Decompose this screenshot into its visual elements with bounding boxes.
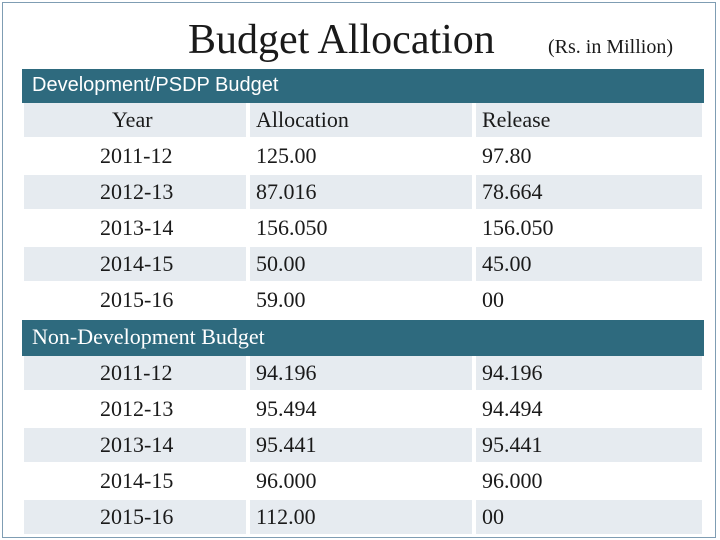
release-cell: 78.664 (476, 175, 702, 209)
year-cell: 2013-14 (100, 215, 174, 240)
table-row: 2012-13 95.494 94.494 (22, 392, 704, 428)
table-row: 2011-12 94.196 94.196 (22, 356, 704, 392)
year-cell: 2012-13 (100, 396, 174, 421)
allocation-cell: 95.441 (250, 428, 472, 462)
allocation-cell: 112.00 (250, 500, 472, 534)
release-cell: 00 (482, 287, 504, 312)
column-header-allocation: Allocation (250, 103, 472, 137)
column-header-release: Release (476, 103, 702, 137)
release-cell: 94.196 (476, 356, 702, 390)
development-section-heading: Development/PSDP Budget (22, 69, 704, 103)
year-cell: 2011-12 (100, 143, 173, 168)
year-cell: 2015-16 (24, 500, 246, 534)
allocation-cell: 50.00 (250, 247, 472, 281)
release-cell: 97.80 (482, 143, 532, 168)
table-row: 2013-14 156.050 156.050 (22, 211, 704, 247)
allocation-cell: 59.00 (256, 287, 306, 312)
allocation-cell: 87.016 (250, 175, 472, 209)
allocation-cell: 96.000 (256, 468, 317, 493)
year-cell: 2011-12 (24, 356, 246, 390)
table-row: 2014-15 96.000 96.000 (22, 464, 704, 500)
year-cell: 2013-14 (24, 428, 246, 462)
table-row: 2014-15 50.00 45.00 (22, 247, 704, 283)
release-cell: 156.050 (482, 215, 554, 240)
allocation-cell: 125.00 (256, 143, 317, 168)
release-cell: 45.00 (476, 247, 702, 281)
year-cell: 2012-13 (24, 175, 246, 209)
unit-note: (Rs. in Million) (548, 36, 674, 58)
allocation-cell: 95.494 (256, 396, 317, 421)
table-row: 2015-16 59.00 00 (22, 283, 704, 319)
development-table: Year Allocation Release 2011-12 125.00 9… (22, 103, 704, 319)
allocation-cell: 156.050 (256, 215, 328, 240)
table-row: 2012-13 87.016 78.664 (22, 175, 704, 211)
page-title: Budget Allocation (188, 17, 495, 63)
non-development-table: 2011-12 94.196 94.196 2012-13 95.494 94.… (22, 356, 704, 536)
table-header-row: Year Allocation Release (22, 103, 704, 139)
non-development-section-heading: Non-Development Budget (22, 320, 704, 356)
release-cell: 00 (476, 500, 702, 534)
table-row: 2015-16 112.00 00 (22, 500, 704, 536)
column-header-year: Year (24, 103, 246, 137)
table-row: 2013-14 95.441 95.441 (22, 428, 704, 464)
table-row: 2011-12 125.00 97.80 (22, 139, 704, 175)
release-cell: 95.441 (476, 428, 702, 462)
year-cell: 2014-15 (24, 247, 246, 281)
release-cell: 94.494 (482, 396, 543, 421)
release-cell: 96.000 (482, 468, 543, 493)
allocation-cell: 94.196 (250, 356, 472, 390)
year-cell: 2015-16 (100, 287, 174, 312)
year-cell: 2014-15 (100, 468, 174, 493)
